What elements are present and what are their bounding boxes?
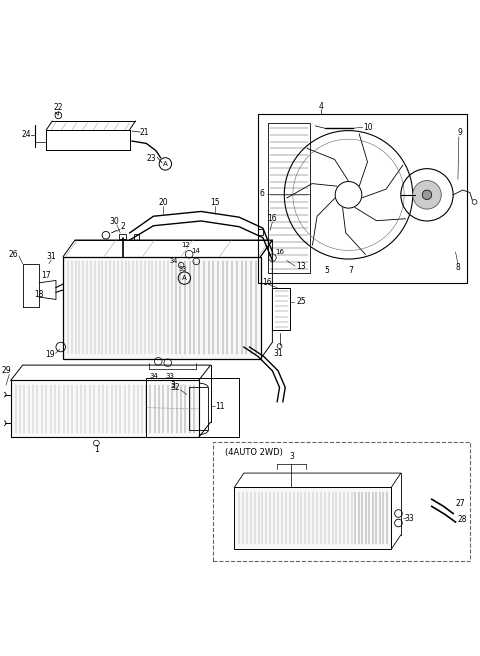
Text: 31: 31 — [273, 349, 283, 358]
Text: 25: 25 — [296, 297, 306, 306]
Bar — [189, 388, 208, 430]
Text: 1: 1 — [94, 445, 99, 454]
Text: 16: 16 — [267, 214, 277, 223]
Text: 15: 15 — [211, 198, 220, 207]
Text: 21: 21 — [139, 127, 149, 136]
Text: 29: 29 — [1, 366, 11, 375]
Bar — [11, 380, 199, 438]
Bar — [258, 229, 263, 235]
Text: 28: 28 — [458, 515, 468, 523]
Text: 11: 11 — [216, 402, 225, 411]
Text: 9: 9 — [458, 129, 463, 138]
Bar — [119, 234, 126, 239]
Text: 34: 34 — [149, 373, 158, 379]
Text: 19: 19 — [45, 350, 55, 359]
Text: A: A — [163, 161, 168, 167]
Circle shape — [422, 190, 432, 199]
Text: 16: 16 — [276, 249, 285, 255]
Text: 31: 31 — [47, 252, 56, 261]
Text: 2: 2 — [120, 222, 125, 231]
Text: 33: 33 — [166, 373, 175, 379]
Bar — [146, 378, 239, 438]
Text: (4AUTO 2WD): (4AUTO 2WD) — [225, 448, 283, 457]
Text: 24: 24 — [21, 131, 31, 139]
Text: 17: 17 — [42, 271, 51, 280]
Text: 18: 18 — [35, 290, 44, 299]
Text: 8: 8 — [456, 263, 460, 272]
Bar — [234, 487, 391, 549]
Bar — [134, 234, 139, 239]
Text: 33: 33 — [405, 514, 414, 523]
Bar — [63, 256, 261, 359]
Text: 20: 20 — [158, 198, 168, 207]
Text: 23: 23 — [146, 154, 156, 163]
Text: 32: 32 — [170, 383, 180, 392]
Text: 34: 34 — [169, 258, 178, 264]
Text: 30: 30 — [109, 217, 120, 226]
Text: 5: 5 — [324, 266, 330, 276]
Bar — [272, 287, 290, 331]
Text: 10: 10 — [363, 123, 372, 132]
Bar — [258, 114, 468, 283]
Bar — [268, 123, 311, 274]
Text: 16: 16 — [262, 278, 272, 287]
Circle shape — [413, 180, 441, 209]
Text: 6: 6 — [260, 189, 264, 198]
Text: 7: 7 — [348, 266, 353, 276]
Text: 27: 27 — [456, 499, 465, 508]
Text: 14: 14 — [191, 248, 200, 254]
Bar — [213, 442, 470, 561]
Text: A: A — [182, 275, 187, 281]
Text: 3: 3 — [170, 380, 175, 390]
Text: 3: 3 — [289, 453, 294, 461]
Text: 33: 33 — [179, 266, 187, 272]
Text: 12: 12 — [181, 242, 190, 248]
Text: 22: 22 — [54, 103, 63, 112]
Text: 4: 4 — [318, 102, 324, 112]
Text: 13: 13 — [296, 262, 306, 271]
Text: 26: 26 — [8, 250, 18, 258]
